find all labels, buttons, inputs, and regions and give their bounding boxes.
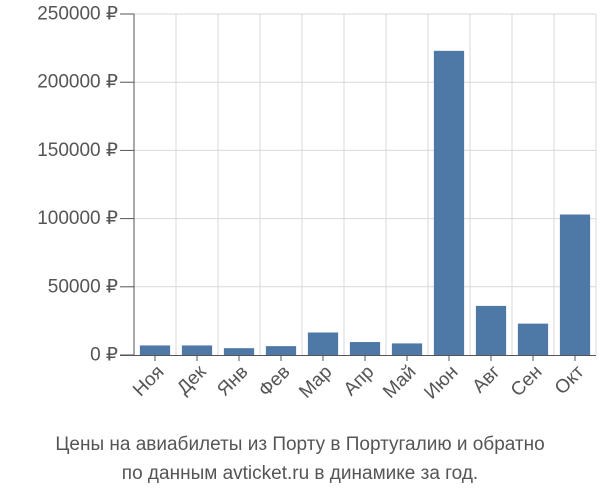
- x-tick-label: Июн: [420, 362, 462, 404]
- y-axis-tick-labels: 0 ₽ 50000 ₽ 100000 ₽ 150000 ₽ 200000 ₽ 250000…: [37, 4, 118, 366]
- axes: [120, 13, 596, 361]
- x-tick-label: Май: [379, 362, 420, 403]
- bar-Июн: [433, 50, 465, 355]
- x-tick-label: Окт: [551, 361, 589, 399]
- y-tick-label: 200000 ₽: [37, 72, 118, 93]
- x-tick-label: Ноя: [129, 362, 168, 401]
- grid-lines: [134, 13, 597, 355]
- x-tick-label: Апр: [340, 362, 379, 401]
- bar-Дек: [181, 345, 213, 355]
- chart-caption-line-1: Цены на авиабилеты из Порту в Португалию…: [55, 434, 545, 455]
- x-tick-label: Сен: [507, 362, 546, 401]
- bar-Апр: [349, 342, 381, 355]
- x-tick-label: Фев: [255, 362, 295, 402]
- bar-Фев: [265, 346, 297, 355]
- x-tick-label: Мар: [295, 362, 336, 403]
- y-tick-label: 100000 ₽: [37, 208, 118, 229]
- y-tick-label: 150000 ₽: [37, 140, 118, 161]
- y-tick-label: 50000 ₽: [48, 276, 118, 297]
- bar-Авг: [475, 305, 507, 355]
- bar-Сен: [517, 323, 549, 355]
- x-tick-label: Дек: [173, 361, 211, 399]
- x-axis-tick-labels: Ноя Дек Янв Фев Мар Апр Май Июн Авг Сен Окт: [129, 361, 589, 403]
- y-tick-label: 0 ₽: [90, 345, 118, 366]
- bar-Май: [391, 343, 423, 355]
- y-tick-label: 250000 ₽: [37, 4, 118, 25]
- x-tick-label: Авг: [469, 362, 505, 398]
- bar-Мар: [307, 332, 339, 355]
- x-tick-label: Янв: [213, 362, 252, 401]
- bar-Ноя: [139, 345, 171, 355]
- bar-Янв: [223, 348, 255, 355]
- bars: [139, 50, 591, 355]
- bar-Окт: [559, 214, 591, 355]
- chart-caption-line-2: по данным avticket.ru в динамике за год.: [121, 463, 479, 484]
- price-bar-chart: 0 ₽ 50000 ₽ 100000 ₽ 150000 ₽ 200000 ₽ 250000…: [37, 4, 597, 404]
